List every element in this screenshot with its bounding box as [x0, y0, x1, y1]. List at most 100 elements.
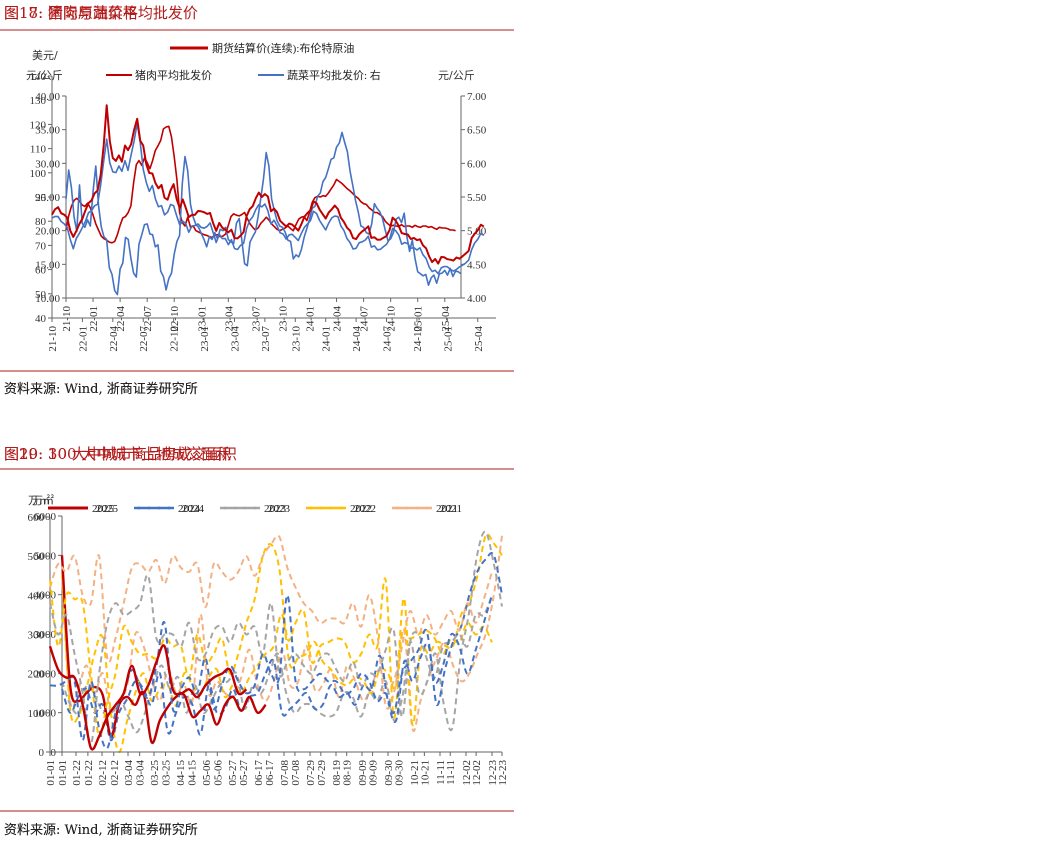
fig17-ytick-label: 40.00: [35, 91, 60, 103]
fig17-legend: 猪肉平均批发价 蔬菜平均批发价: 右: [106, 68, 381, 82]
fig17-chart: 图17: 猪肉与蔬菜平均批发价 元/公斤 元/公斤 猪肉平均批发价 蔬菜平均批发…: [0, 4, 514, 397]
fig18-legend: 期货结算价(连续):布伦特原油: [170, 41, 354, 55]
fig20-xtick-label: 05-27: [227, 760, 239, 786]
fig20-xtick-label: 05-06: [201, 760, 213, 786]
fig20-xtick-label: 12-23: [487, 760, 499, 786]
fig17-panel: 图17: 猪肉与蔬菜平均批发价 元/公斤 元/公斤 猪肉平均批发价 蔬菜平均批发…: [0, 0, 514, 420]
fig19-xtick-label: 05-06: [212, 760, 224, 786]
fig20-chart: 图20: 30 大中城市商品房成交面积 万㎡ 2025 2024 2023 2022 2…: [0, 445, 514, 838]
fig20-legend-label-2025: 2025: [92, 503, 115, 515]
fig18-xtick-label: 22-01: [77, 326, 89, 352]
fig17-xtick-label: 23-10: [277, 306, 289, 332]
fig19-xtick-label: 06-17: [264, 760, 276, 786]
fig18-xtick-label: 22-07: [138, 326, 150, 352]
fig19-xtick-label: 05-27: [238, 760, 250, 786]
fig17-ytick-label: 25.00: [35, 192, 60, 204]
fig20-ytick-label: 0: [39, 747, 45, 759]
fig17-right-unit: 元/公斤: [438, 69, 475, 82]
fig19-ytick-label: 5000: [34, 550, 57, 562]
fig20-legend: 2025 2024 2023 2022 2021: [48, 503, 458, 515]
fig20-xtick-label: 02-12: [97, 760, 109, 786]
fig18-ytick-label: 80: [35, 216, 47, 228]
fig19-xtick-label: 12-02: [471, 760, 483, 786]
fig17-y2tick-label: 6.50: [467, 125, 487, 137]
fig17-ytick-label: 35.00: [35, 125, 60, 137]
fig18-series-wti: [51, 122, 485, 275]
fig20-xtick-label: 01-22: [71, 760, 83, 786]
fig20-xtick-label: 09-30: [383, 760, 395, 786]
fig20-xtick-label: 06-17: [253, 760, 265, 786]
fig17-xtick-label: 23-07: [250, 306, 262, 332]
fig18-panel: 图18: 国际原油价格 美元/ 期货结算价(连续):布伦特原油 40 50 60 70…: [0, 0, 514, 420]
fig20-ytick-label: 300: [28, 630, 45, 642]
fig18-source: 资料来源: Wind, 浙商证券研究所: [4, 381, 198, 397]
fig19-xtick-label: 08-19: [342, 760, 354, 786]
fig17-legend-veg-label: 蔬菜平均批发价: 右: [287, 68, 381, 82]
fig17-ytick-label: 15.00: [35, 259, 60, 271]
fig19-series-2022: [61, 533, 503, 754]
fig20-ytick-label: 400: [28, 590, 45, 602]
fig17-xtick-label: 23-01: [196, 306, 208, 332]
fig20-xtick-label: 07-08: [279, 760, 291, 786]
fig17-ytick-label: 20.00: [35, 226, 60, 238]
fig19-unit: 万㎡: [32, 494, 54, 507]
fig19-xtick-label: 03-25: [161, 760, 173, 786]
fig19-xtick-label: 12-23: [497, 760, 509, 786]
fig19-xtick-label: 07-29: [316, 760, 328, 786]
fig17-left-unit: 元/公斤: [26, 69, 63, 82]
fig19-xtick-label: 11-11: [445, 760, 457, 785]
fig18-xtick-label: 21-10: [47, 326, 59, 352]
fig18-xtick-label: 25-01: [442, 326, 454, 352]
fig17-xtick-label: 22-01: [88, 306, 100, 332]
fig18-xtick-label: 22-10: [169, 326, 181, 352]
fig19-title: 图19: 100 大中城市土地成交面积: [4, 445, 231, 463]
fig18-ytick-label: 120: [30, 119, 47, 131]
fig18-ytick-label: 60: [35, 265, 47, 277]
fig17-y2tick-label: 7.00: [467, 91, 487, 103]
fig18-xtick-label: 24-10: [412, 326, 424, 352]
fig18-legend-brent-label: 期货结算价(连续):布伦特原油: [212, 41, 354, 55]
fig18-ytick-label: 130: [30, 95, 47, 107]
fig18-left-unit: 美元/: [32, 49, 58, 62]
fig20-series-2024: [49, 594, 493, 750]
fig18-series-0: [51, 104, 485, 265]
fig17-xtick-label: 21-10: [61, 306, 73, 332]
fig19-series-2024: [61, 552, 503, 742]
fig19-legend-label-2021: 2021: [440, 503, 462, 515]
fig18-ytick-label: 90: [35, 192, 47, 204]
fig20-xtick-label: 07-29: [305, 760, 317, 786]
fig18-ytick-label: 140: [30, 71, 47, 83]
fig19-xtick-label: 10-21: [419, 760, 431, 786]
fig19-ytick-label: 6000: [34, 511, 57, 523]
fig19-legend-label-2023: 2023: [268, 503, 291, 515]
fig20-xtick-label: 08-19: [331, 760, 343, 786]
fig17-series-1: [65, 131, 462, 296]
fig17-y2tick-label: 5.50: [467, 192, 487, 204]
fig20-source: 资料来源: Wind, 浙商证券研究所: [4, 822, 198, 838]
fig18-xtick-label: 24-01: [321, 326, 333, 352]
fig20-legend-label-2024: 2024: [178, 503, 201, 515]
fig20-legend-label-2023: 2023: [264, 503, 287, 515]
fig20-series-2025: [48, 644, 248, 751]
fig20-xtick-label: 04-15: [175, 760, 187, 786]
fig18-ytick-label: 40: [35, 313, 47, 325]
fig18-chart: 图18: 国际原油价格 美元/ 期货结算价(连续):布伦特原油 40 50 60 70…: [0, 4, 514, 397]
fig19-xtick-label: 03-04: [135, 760, 147, 786]
fig17-xtick-label: 25-01: [413, 306, 425, 332]
fig20-series-2023: [49, 574, 493, 746]
fig20-xtick-label: 01-01: [45, 760, 57, 786]
fig18-xtick-label: 23-01: [199, 326, 211, 352]
fig20-xtick-label: 03-25: [149, 760, 161, 786]
fig19-ytick-label: 3000: [34, 629, 57, 641]
fig18-ytick-label: 70: [35, 240, 47, 252]
fig17-title: 图17: 猪肉与蔬菜平均批发价: [4, 4, 198, 22]
fig20-ytick-label: 600: [28, 512, 45, 524]
fig17-xtick-label: 23-04: [223, 306, 235, 332]
fig20-series-2021: [49, 534, 493, 710]
fig20-ytick-label: 200: [28, 669, 45, 681]
fig18-title: 图18: 国际原油价格: [4, 4, 138, 22]
fig20-legend-label-2022: 2022: [350, 503, 372, 515]
fig19-xtick-label: 02-12: [109, 760, 121, 786]
fig17-xtick-label: 24-01: [304, 306, 316, 332]
fig17-y2tick-label: 4.00: [467, 293, 487, 305]
